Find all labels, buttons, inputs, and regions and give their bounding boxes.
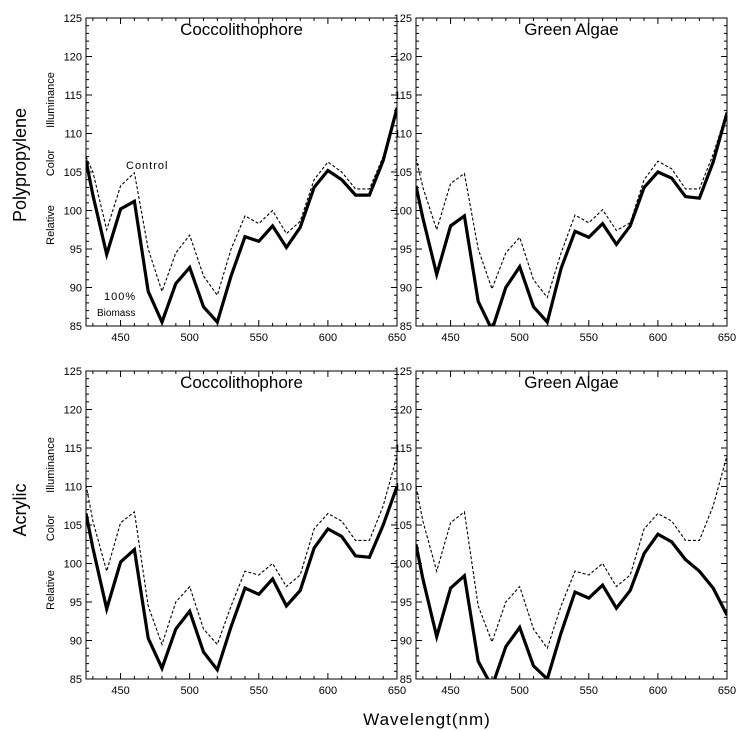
y-tick-label: 90 <box>400 283 412 295</box>
annotation-biomass: Biomass <box>97 308 135 319</box>
y-tick-label: 110 <box>394 482 412 494</box>
series-biomass-line <box>416 112 727 326</box>
y-tick-label: 90 <box>400 636 412 648</box>
y-tick-label: 100 <box>394 206 412 218</box>
panel-2: 85 90 95 100 105 110 115 120 125 450 500 550 600 650 C… <box>64 366 407 697</box>
series-control-line <box>416 111 727 299</box>
y-tick-label: 85 <box>70 321 82 333</box>
x-tick-label: 500 <box>510 332 528 344</box>
series-biomass-line <box>86 485 397 674</box>
x-tick-label: 550 <box>250 685 268 697</box>
ylabel-bottom-illuminance: Illuminance <box>45 437 57 493</box>
y-tick-label: 85 <box>70 674 82 686</box>
series-control-line <box>416 455 727 650</box>
ylabel-top-relative: Relative <box>45 205 57 245</box>
y-tick-label: 110 <box>64 129 82 141</box>
y-tick-label: 105 <box>64 520 82 532</box>
panel-1: 85 90 95 100 105 110 115 120 125 450 500 550 600 650 G… <box>394 13 737 344</box>
y-tick-label: 110 <box>64 482 82 494</box>
y-tick-label: 85 <box>400 674 412 686</box>
y-tick-label: 120 <box>394 405 412 417</box>
y-tick-label: 125 <box>64 13 82 25</box>
x-tick-label: 600 <box>649 685 667 697</box>
x-tick-label: 600 <box>319 685 337 697</box>
y-tick-label: 100 <box>64 206 82 218</box>
y-tick-label: 105 <box>64 167 82 179</box>
y-tick-label: 105 <box>394 167 412 179</box>
annotation-100-percent: 100% <box>104 291 136 303</box>
y-tick-label: 100 <box>64 559 82 571</box>
panel-title: Green Algae <box>524 373 619 392</box>
y-tick-label: 85 <box>400 321 412 333</box>
x-tick-label: 550 <box>250 332 268 344</box>
row-label-acrylic: Acrylic <box>10 484 30 537</box>
y-tick-label: 120 <box>394 52 412 64</box>
x-tick-label: 600 <box>649 332 667 344</box>
x-tick-label: 450 <box>111 685 129 697</box>
x-tick-label: 650 <box>388 685 406 697</box>
x-tick-label: 550 <box>580 685 598 697</box>
panel-title: Green Algae <box>524 20 619 39</box>
y-tick-label: 115 <box>394 90 412 102</box>
ylabel-top-color: Color <box>45 150 57 177</box>
panel-title: Coccolithophore <box>180 373 303 392</box>
x-tick-label: 450 <box>441 685 459 697</box>
x-axis-title: Wavelengt(nm) <box>363 710 491 729</box>
y-tick-label: 95 <box>400 244 412 256</box>
y-tick-label: 95 <box>70 244 82 256</box>
y-tick-label: 95 <box>400 597 412 609</box>
y-tick-label: 115 <box>394 443 412 455</box>
x-tick-label: 500 <box>180 685 198 697</box>
series-biomass-line <box>86 107 397 326</box>
x-tick-label: 600 <box>319 332 337 344</box>
ylabel-top-illuminance: Illuminance <box>45 72 57 128</box>
y-tick-label: 115 <box>64 90 82 102</box>
y-tick-label: 120 <box>64 52 82 64</box>
plot-frame <box>415 370 728 680</box>
x-tick-label: 650 <box>388 332 406 344</box>
plot-frame <box>85 17 398 327</box>
series-control-line <box>86 455 397 647</box>
y-tick-label: 125 <box>394 366 412 378</box>
ylabel-bottom-color: Color <box>45 515 57 542</box>
annotation-control: Control <box>126 160 168 172</box>
x-tick-label: 450 <box>441 332 459 344</box>
plot-frame <box>85 370 398 680</box>
y-tick-label: 110 <box>394 129 412 141</box>
ylabel-bottom-relative: Relative <box>45 570 57 610</box>
panel-title: Coccolithophore <box>180 20 303 39</box>
y-tick-label: 120 <box>64 405 82 417</box>
plot-frame <box>415 17 728 327</box>
y-tick-label: 125 <box>64 366 82 378</box>
series-biomass-line <box>416 532 727 679</box>
row-label-polypropylene: Polypropylene <box>10 108 30 222</box>
x-tick-label: 550 <box>580 332 598 344</box>
x-tick-label: 650 <box>718 332 736 344</box>
y-tick-label: 115 <box>64 443 82 455</box>
y-tick-label: 100 <box>394 559 412 571</box>
y-tick-label: 95 <box>70 597 82 609</box>
x-tick-label: 450 <box>111 332 129 344</box>
panel-0: 85 90 95 100 105 110 115 120 125 450 500 550 600 650 C… <box>64 13 407 344</box>
panel-3: 85 90 95 100 105 110 115 120 125 450 500 550 600 650 G… <box>394 366 737 697</box>
y-tick-label: 90 <box>70 283 82 295</box>
y-tick-label: 105 <box>394 520 412 532</box>
x-tick-label: 500 <box>510 685 528 697</box>
x-tick-label: 500 <box>180 332 198 344</box>
panels-group: 85 90 95 100 105 110 115 120 125 450 500 550 600 650 C… <box>64 13 737 697</box>
series-control-line <box>86 104 397 297</box>
y-tick-label: 90 <box>70 636 82 648</box>
y-tick-label: 125 <box>394 13 412 25</box>
x-tick-label: 650 <box>718 685 736 697</box>
